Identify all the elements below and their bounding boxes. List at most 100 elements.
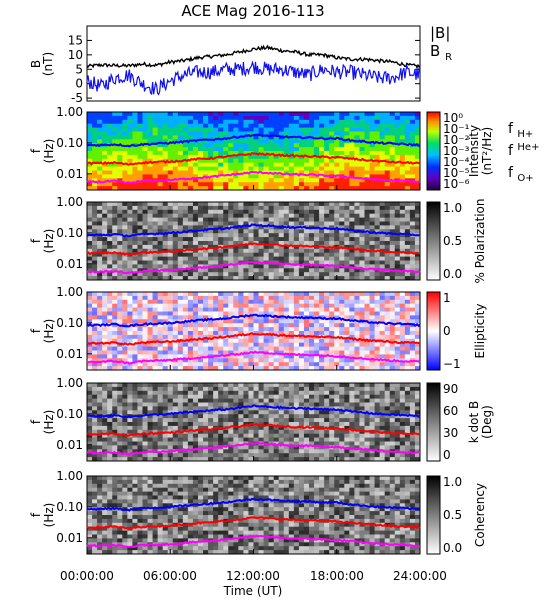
spectrogram-cell: [268, 264, 275, 269]
spectrogram-cell: [92, 331, 98, 336]
spectrogram-cell: [309, 252, 315, 257]
spectrogram-cell: [298, 139, 305, 144]
spectrogram-cell: [329, 248, 335, 254]
spectrogram-cell: [324, 162, 330, 167]
spectrogram-cell: [147, 342, 153, 347]
spectrogram-cell: [248, 135, 254, 140]
spectrogram-cell: [324, 303, 330, 308]
spectrogram-cell: [409, 331, 416, 336]
spectrogram-cell: [213, 131, 219, 136]
spectrogram-cell: [198, 217, 204, 222]
spectrogram-cell: [324, 268, 330, 273]
spectrogram-cell: [303, 170, 310, 175]
spectrogram-cell: [132, 346, 138, 351]
spectrogram-cell: [127, 292, 133, 297]
spectrogram-cell: [283, 358, 290, 363]
spectrogram-cell: [394, 209, 401, 215]
spectrogram-cell: [238, 437, 244, 442]
spectrogram-cell: [157, 217, 164, 222]
spectrogram-cell: [97, 135, 103, 140]
spectrogram-cell: [203, 358, 209, 363]
spectrogram-cell: [414, 112, 421, 117]
spectrogram-cell: [213, 252, 219, 257]
spectrogram-cell: [192, 186, 199, 191]
spectrogram-cell: [132, 445, 138, 450]
spectrogram-cell: [122, 422, 128, 427]
spectrogram-cell: [243, 225, 249, 230]
spectrogram-cell: [334, 221, 340, 226]
spectrogram-cell: [142, 414, 148, 419]
spectrogram-cell: [258, 390, 264, 396]
spectrogram-cell: [288, 256, 295, 261]
spectrogram-cell: [187, 394, 194, 399]
spectrogram-cell: [117, 386, 123, 392]
spectrogram-cell: [213, 221, 219, 226]
spectrogram-cell: [319, 252, 325, 257]
spectrogram-cell: [127, 268, 133, 273]
spectrogram-cell: [384, 299, 391, 305]
spectrogram-cell: [213, 331, 219, 336]
spectrogram-cell: [172, 237, 179, 242]
spectrogram-cell: [213, 209, 219, 215]
spectrogram-cell: [213, 449, 219, 454]
spectrogram-cell: [238, 303, 244, 308]
spectrogram-cell: [182, 127, 189, 132]
spectrogram-cell: [142, 131, 148, 136]
spectrogram-cell: [182, 182, 189, 187]
spectrogram-cell: [253, 398, 259, 403]
spectrogram-cell: [142, 394, 148, 399]
spectrogram-cell: [243, 151, 249, 156]
spectrogram-cell: [157, 418, 164, 423]
spectrogram-cell: [354, 154, 360, 160]
spectrogram-cell: [414, 334, 421, 340]
spectrogram-cell: [394, 112, 401, 117]
spectrogram-cell: [243, 143, 249, 148]
spectrogram-cell: [248, 414, 254, 419]
spectrogram-cell: [87, 346, 93, 351]
spectrogram-cell: [117, 131, 123, 136]
spectrogram-cell: [283, 205, 290, 211]
spectrogram-cell: [268, 295, 275, 301]
spectrogram-cell: [102, 354, 108, 359]
spectrogram-cell: [218, 174, 224, 179]
spectrogram-cell: [147, 127, 153, 132]
spectrogram-cell: [288, 358, 295, 363]
spectrogram-cell: [293, 147, 300, 152]
spectrogram-cell: [394, 299, 401, 305]
spectrogram-cell: [268, 358, 275, 363]
spectrogram-cell: [298, 354, 305, 359]
spectrogram-cell: [162, 307, 169, 312]
spectrogram-cell: [122, 276, 128, 281]
spectrogram-cell: [243, 334, 249, 340]
spectrogram-cell: [298, 178, 305, 183]
spectrogram-cell: [258, 331, 264, 336]
spectrogram-cell: [409, 334, 416, 340]
spectrogram-cell: [228, 437, 234, 442]
spectrogram-cell: [117, 303, 123, 308]
spectrogram-cell: [309, 441, 315, 446]
spectrogram-cell: [117, 338, 123, 344]
spectrogram-cell: [253, 437, 259, 442]
spectrogram-cell: [253, 233, 259, 238]
spectrogram-cell: [384, 139, 391, 144]
spectrogram-cell: [142, 315, 148, 320]
spectrogram-cell: [132, 410, 138, 415]
spectrogram-cell: [152, 319, 159, 324]
spectrogram-cell: [152, 433, 159, 438]
spectrogram-cell: [228, 338, 234, 344]
b-ylabel-line1: B: [29, 60, 43, 68]
spectrogram-cell: [243, 221, 249, 226]
spectrogram-cell: [268, 307, 275, 312]
spectrogram-cell: [344, 217, 350, 222]
spectrogram-cell: [137, 272, 143, 277]
spectrogram-cell: [293, 217, 300, 222]
spectrogram-cell: [339, 186, 345, 191]
spectrogram-cell: [167, 425, 174, 431]
spectrogram-cell: [283, 123, 290, 128]
spectrogram-cell: [87, 299, 93, 305]
spectrogram-cell: [117, 334, 123, 340]
spectrogram-cell: [309, 170, 315, 175]
spectrogram-cell: [208, 441, 214, 446]
spectrogram-cell: [142, 338, 148, 344]
spectrogram-cell: [182, 366, 189, 371]
